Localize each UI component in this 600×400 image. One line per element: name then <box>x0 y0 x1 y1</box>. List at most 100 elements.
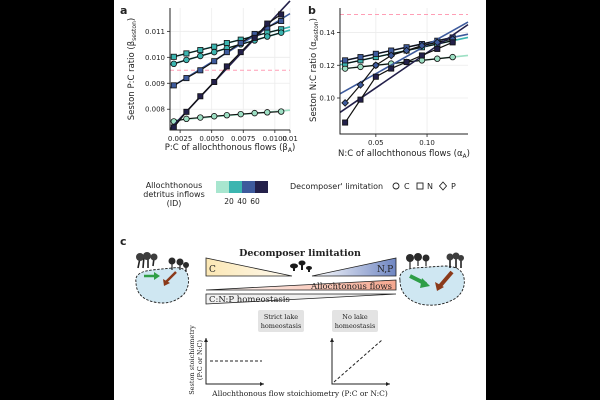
panel-a-series-3-point <box>237 40 244 47</box>
right-tree-3 <box>422 254 430 262</box>
legend-diamond-symbol <box>438 181 448 191</box>
panel-a-series-0-point <box>183 115 190 123</box>
legend-square-symbol <box>416 182 424 190</box>
no-homeostasis-line <box>333 339 383 383</box>
panel-b-plot: 0.10 0.12 0.14 0.05 0.10 <box>319 8 469 147</box>
panel-b-series-3-point <box>402 46 411 55</box>
panel-b-ytick-label: 0.14 <box>319 29 335 37</box>
panel-b-series-2-point <box>342 57 349 64</box>
mini-ylabel-2: (P:C or N:C) <box>196 339 204 380</box>
allochthonous-flows-wedge <box>205 279 397 291</box>
panel-a-series-0-point <box>277 108 285 115</box>
panel-a-series-4-point <box>251 34 258 41</box>
legend: Allochthonous detritus inflows (ID) 20 4… <box>143 181 456 208</box>
panel-a-axes <box>169 8 290 131</box>
panel-b-series-4-point <box>418 52 425 59</box>
panel-a-series-3-point <box>278 17 285 24</box>
legend-swatch-2 <box>229 181 242 193</box>
panel-c-letter: c <box>120 235 127 248</box>
legend-decomposer-title: Decomposer' limitation <box>290 182 383 191</box>
carbon-limitation-wedge <box>205 257 293 277</box>
panel-a-series-3-point <box>170 82 177 89</box>
legend-swatch-3 <box>242 181 255 193</box>
panel-a-series-3-point <box>223 49 230 56</box>
legend-swatch-4 <box>255 181 268 193</box>
carbon-label: C <box>209 265 216 275</box>
schematic-title: Decomposer limitation <box>239 248 361 259</box>
panel-a-ylabel: Seston P:C ratio (βseston) <box>127 18 138 120</box>
panel-a-plot: 0.008 0.009 0.010 0.011 0.0025 0.0050 0.0075 0.… <box>145 0 298 143</box>
panel-b-series-0-point <box>357 63 364 71</box>
panel-a-series-3-point <box>183 75 190 82</box>
left-bush-3 <box>150 253 158 261</box>
panel-b-series-3-point <box>341 99 349 107</box>
panel-a-series-2-point <box>197 52 204 60</box>
homeostasis-label: C:N:P homeostasis <box>209 295 290 305</box>
panel-b-series-0-point <box>434 55 441 62</box>
panel-a-series-2-point <box>211 48 218 56</box>
left-lake-illustration <box>135 252 189 304</box>
panel-a-series-1-point <box>223 40 230 47</box>
mini-plot-right-axes <box>331 338 390 385</box>
panel-a-xtick-label: 0.0075 <box>231 135 256 143</box>
panel-b-series-4-point <box>449 39 456 46</box>
panel-b-background <box>340 8 468 134</box>
panel-a-series-0-point <box>211 113 218 120</box>
panel-a-series-1-point <box>170 53 177 60</box>
homeostasis-wedge <box>205 293 397 305</box>
panel-a-series-2-point <box>183 56 190 64</box>
legend-n-label: N <box>427 182 433 191</box>
legend-c-label: C <box>404 182 410 191</box>
right-lake-illustration <box>399 252 465 306</box>
panel-b-series-4-point <box>388 65 395 72</box>
figure-panel: a 0.008 0.009 0.010 0.011 0.0025 0.0050 0.0075… <box>114 0 486 400</box>
panel-a-series-1-point <box>183 50 190 57</box>
mini-plot-right-arrowheads <box>330 338 390 386</box>
no-homeostasis-box <box>332 310 378 332</box>
panel-b-xtick-label: 0.05 <box>368 139 384 147</box>
legend-id-value-20: 20 <box>224 197 234 206</box>
no-homeostasis-line-2: homeostasis <box>335 322 376 330</box>
panel-b-letter: b <box>308 4 316 17</box>
right-brown-arrowhead <box>435 282 444 291</box>
panel-a-xlabel: P:C of allochthonous flows (βA) <box>165 143 296 154</box>
panel-a-xtick-label: 0.0050 <box>199 135 224 143</box>
left-reeds <box>137 255 155 269</box>
strict-homeostasis-line-2: homeostasis <box>261 322 302 330</box>
panel-a-series-0-point <box>197 114 204 121</box>
panel-b-xlabel: N:C of allochthonous flows (αA) <box>338 149 470 160</box>
left-bush-2 <box>143 252 151 260</box>
panel-a-series-3-point <box>197 67 204 74</box>
panel-b-axes <box>339 8 468 135</box>
panel-a-ytick-label: 0.008 <box>145 106 165 114</box>
panel-a-series-0-point <box>251 109 258 117</box>
panel-a-ytick-label: 0.009 <box>145 80 165 88</box>
panel-b-series-4-point <box>434 45 441 52</box>
left-tree-3 <box>183 262 189 268</box>
right-bush-2 <box>452 252 460 260</box>
no-homeostasis-line-1: No lake <box>342 313 368 321</box>
panel-a-series-2-point <box>170 60 177 68</box>
panel-a-xtick-label: 0.0100 <box>263 135 288 143</box>
panel-a-series-3-point <box>211 58 218 65</box>
np-label: N,P <box>377 265 393 275</box>
right-tree-2 <box>414 253 422 261</box>
panel-a-series-4-point <box>264 20 271 27</box>
left-lake-water <box>135 267 189 304</box>
panel-a-series-4-point <box>223 63 230 70</box>
mushroom-icon <box>290 260 312 272</box>
left-green-arrowhead <box>154 272 160 280</box>
right-lake-water <box>399 265 465 306</box>
panel-b-series-3-point <box>371 61 380 70</box>
legend-id-title-2: detritus inflows <box>143 190 205 199</box>
right-brown-arrow <box>438 270 454 288</box>
panel-b-series-4-point <box>372 73 379 80</box>
allochthonous-flows-label: Allochtonous flows <box>310 282 392 292</box>
right-green-arrowhead <box>420 278 430 288</box>
mini-plot-left-axes <box>205 338 264 385</box>
panel-b-ytick-label: 0.12 <box>319 62 335 70</box>
panel-b-series-3-point <box>418 41 426 50</box>
panel-b-series-3-point <box>356 81 365 89</box>
panel-b-series-0-point <box>449 53 456 61</box>
